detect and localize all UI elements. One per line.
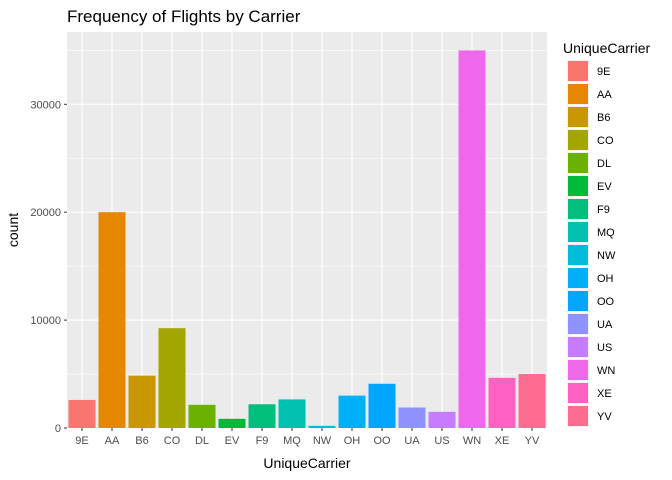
legend-swatch-oo — [568, 291, 588, 311]
bar-nw — [308, 425, 336, 428]
bar-xe — [488, 377, 516, 428]
x-tick-label: MQ — [283, 435, 301, 447]
bar-aa — [98, 212, 126, 428]
legend-swatch-b6 — [568, 107, 588, 127]
x-tick-label: OH — [344, 435, 361, 447]
legend-swatch-xe — [568, 383, 588, 403]
bar-ua — [398, 407, 426, 428]
legend-label-us: US — [597, 342, 612, 354]
x-tick-label: CO — [164, 435, 181, 447]
legend-swatch-oh — [568, 268, 588, 288]
x-tick-label: OO — [373, 435, 391, 447]
legend-label-dl: DL — [597, 158, 611, 170]
legend-swatch-aa — [568, 84, 588, 104]
x-tick-label: F9 — [256, 435, 269, 447]
legend-label-aa: AA — [597, 89, 612, 101]
legend-label-9e: 9E — [597, 66, 610, 78]
x-tick-label: B6 — [135, 435, 148, 447]
bar-co — [158, 328, 186, 428]
y-tick-label: 10000 — [30, 315, 61, 327]
x-tick-label: DL — [195, 435, 209, 447]
bar-wn — [458, 50, 486, 428]
bar-mq — [278, 399, 306, 428]
legend-label-mq: MQ — [597, 227, 615, 239]
legend-label-f9: F9 — [597, 204, 610, 216]
x-tick-label: YV — [525, 435, 540, 447]
legend-label-co: CO — [597, 135, 614, 147]
legend-label-oh: OH — [597, 273, 614, 285]
legend-swatch-f9 — [568, 199, 588, 219]
legend-swatch-wn — [568, 360, 588, 380]
bar-oo — [368, 383, 396, 428]
legend-label-b6: B6 — [597, 112, 610, 124]
y-axis-title: count — [5, 213, 21, 247]
y-tick-label: 20000 — [30, 207, 61, 219]
chart-title: Frequency of Flights by Carrier — [67, 7, 301, 26]
y-axis: 0 10000 20000 30000 — [30, 99, 67, 435]
bar-f9 — [248, 404, 276, 428]
legend-label-nw: NW — [597, 250, 616, 262]
x-tick-label: UA — [404, 435, 420, 447]
bar-oh — [338, 395, 366, 428]
bar-ev — [218, 418, 246, 428]
bar-9e — [68, 399, 96, 428]
x-tick-label: WN — [463, 435, 481, 447]
legend-label-ev: EV — [597, 181, 612, 193]
x-tick-label: EV — [225, 435, 240, 447]
legend-swatch-mq — [568, 222, 588, 242]
legend-label-yv: YV — [597, 411, 612, 423]
legend-swatch-co — [568, 130, 588, 150]
legend: UniqueCarrier 9E AA B6 CO DL EV F9 MQ NW OH OO UA US… — [563, 40, 650, 427]
legend-swatch-9e — [568, 61, 588, 81]
x-tick-label: XE — [495, 435, 510, 447]
bar-yv — [518, 374, 546, 428]
legend-swatch-nw — [568, 245, 588, 265]
x-axis: 9E AA B6 CO DL EV F9 MQ NW OH OO UA US WN XE YV — [75, 428, 540, 447]
legend-swatch-ev — [568, 176, 588, 196]
legend-label-wn: WN — [597, 365, 615, 377]
legend-swatch-us — [568, 337, 588, 357]
y-tick-label: 30000 — [30, 99, 61, 111]
bar-dl — [188, 404, 216, 428]
y-tick-label: 0 — [55, 423, 61, 435]
legend-swatch-ua — [568, 314, 588, 334]
legend-swatch-dl — [568, 153, 588, 173]
bars — [68, 50, 546, 428]
x-tick-label: NW — [313, 435, 332, 447]
legend-label-xe: XE — [597, 388, 612, 400]
x-tick-label: US — [434, 435, 449, 447]
bar-b6 — [128, 375, 156, 428]
legend-label-ua: UA — [597, 319, 613, 331]
legend-title: UniqueCarrier — [563, 40, 650, 56]
x-tick-label: AA — [105, 435, 120, 447]
bar-us — [428, 411, 456, 428]
x-tick-label: 9E — [75, 435, 88, 447]
x-axis-title: UniqueCarrier — [263, 455, 350, 471]
legend-swatch-yv — [568, 406, 588, 426]
legend-label-oo: OO — [597, 296, 615, 308]
